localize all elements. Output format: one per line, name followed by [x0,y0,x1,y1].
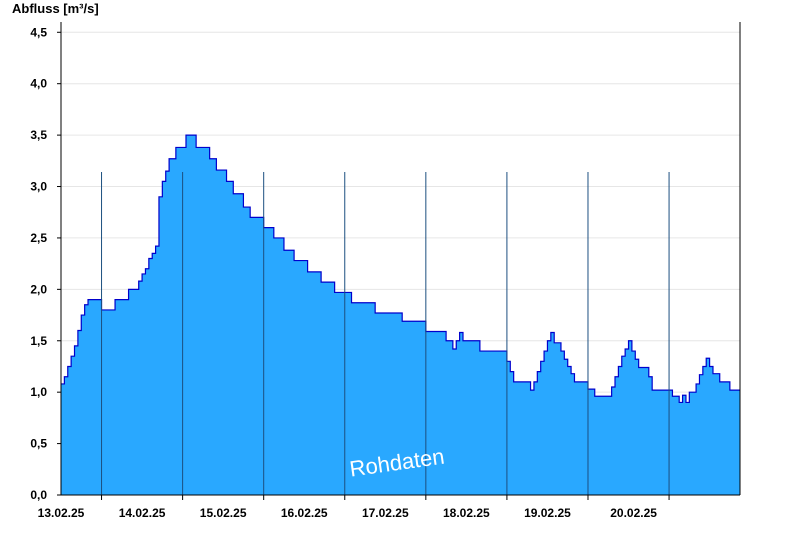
y-tick-label-8: 4,0 [30,77,47,91]
y-tick-label-7: 3,5 [30,128,47,142]
x-tick-label-6: 19.02.25 [524,506,571,520]
discharge-line [61,134,740,404]
x-tick-label-3: 16.02.25 [281,506,328,520]
x-tick-label-1: 14.02.25 [119,506,166,520]
discharge-area-fill [61,135,740,495]
day-divider-lines [101,172,670,495]
y-tick-label-0: 0,0 [30,488,47,502]
y-tick-label-5: 2,5 [30,231,47,245]
y-tick-label-3: 1,5 [30,334,47,348]
x-tick-label-4: 17.02.25 [362,506,409,520]
x-tick-label-5: 18.02.25 [443,506,490,520]
x-tick-label-0: 13.02.25 [38,506,85,520]
y-tick-label-6: 3,0 [30,180,47,194]
y-axis-label: Abfluss [m³/s] [12,1,99,16]
y-axis-ticks: 0,0 0,5 1,0 1,5 2,0 2,5 3,0 3,5 4,0 4,5 [30,25,61,502]
y-tick-label-9: 4,5 [30,25,47,39]
x-tick-label-7: 20.02.25 [610,506,657,520]
y-tick-label-2: 1,0 [30,385,47,399]
y-tick-label-4: 2,0 [30,282,47,296]
discharge-area [61,134,740,495]
chart-axes [60,22,741,496]
y-tick-label-1: 0,5 [30,437,47,451]
x-axis-ticks: 13.02.25 14.02.25 15.02.25 16.02.25 17.02.25… [38,495,670,520]
x-tick-label-2: 15.02.25 [200,506,247,520]
